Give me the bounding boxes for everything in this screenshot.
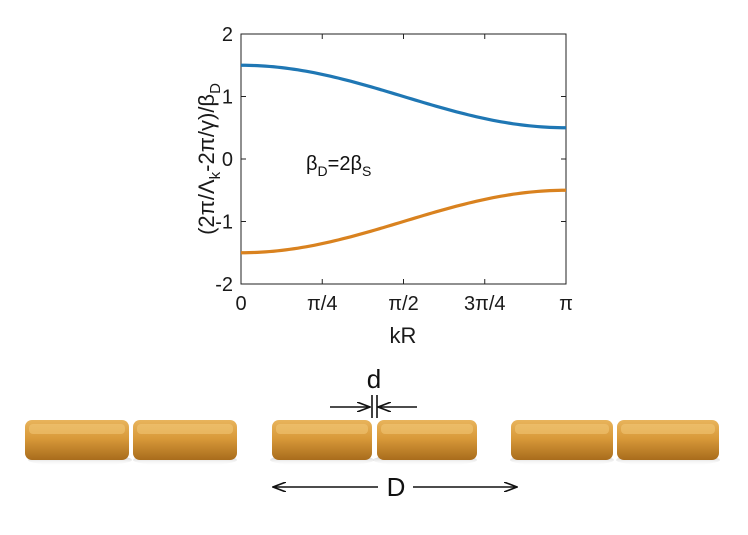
y-axis-title: (2π/Λk-2π/γ)/βD xyxy=(194,83,224,235)
particle-3 xyxy=(270,420,374,466)
gap-label: d xyxy=(367,364,381,394)
period-label: D xyxy=(387,472,406,502)
y-tick-label: 0 xyxy=(222,149,233,171)
x-tick-label: π/2 xyxy=(388,293,418,315)
gap-dimension: d xyxy=(330,364,417,418)
x-tick-label: 0 xyxy=(235,293,246,315)
particle-4 xyxy=(373,420,477,466)
x-tick-label: π/4 xyxy=(307,293,337,315)
plot-frame xyxy=(240,33,567,285)
annotation-beta-ratio: βD=2βS xyxy=(306,153,371,179)
particle-2 xyxy=(133,420,237,466)
particle-5 xyxy=(510,420,614,466)
particle-6 xyxy=(616,420,720,466)
period-dimension: D xyxy=(273,472,517,502)
x-tick-label: 3π/4 xyxy=(464,293,506,315)
y-tick-label: 2 xyxy=(222,24,233,46)
series-lines xyxy=(240,63,567,255)
x-tick-label: π xyxy=(559,293,573,315)
y-tick-label: -1 xyxy=(215,212,233,234)
particle-1 xyxy=(25,420,132,466)
x-axis-title: kR xyxy=(390,323,417,348)
particle-chain xyxy=(25,420,720,466)
y-tick-label: -2 xyxy=(215,274,233,296)
axis-ticks: 0 π/4 π/2 3π/4 π -2 -1 0 1 2 xyxy=(215,24,573,315)
y-tick-label: 1 xyxy=(222,87,233,109)
